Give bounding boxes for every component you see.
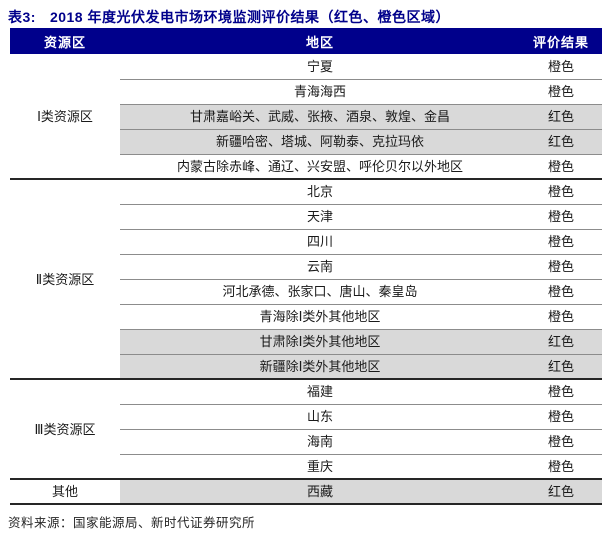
table-row: 新疆哈密、塔城、阿勒泰、克拉玛依 红色 [10,128,602,154]
result-cell: 红色 [520,328,602,354]
result-cell: 橙色 [520,228,602,254]
result-cell: 橙色 [520,303,602,329]
table-row: Ⅰ类资源区 宁夏 橙色 [10,54,602,179]
region-cell: 青海海西 [120,78,520,104]
data-source-note: 资料来源：国家能源局、新时代证券研究所 [8,516,256,530]
zone-cell: Ⅱ类资源区 [10,178,120,379]
table-row: 内蒙古除赤峰、通辽、兴安盟、呼伦贝尔以外地区 橙色 [10,153,602,179]
region-cell: 新疆哈密、塔城、阿勒泰、克拉玛依 [120,128,520,154]
table-number-label: 表3: [8,8,36,25]
result-cell: 红色 [520,353,602,379]
table-body: Ⅰ类资源区 宁夏 橙色 青海海西 橙色 甘肃嘉峪关、武威、张掖、酒泉、敦煌、金昌 红色 新疆哈… [10,54,602,504]
region-cell: 河北承德、张家口、唐山、秦皇岛 [120,278,520,304]
result-cell: 橙色 [547,58,574,74]
table-row: 云南 橙色 [10,253,602,279]
region-cell: 甘肃嘉峪关、武威、张掖、酒泉、敦煌、金昌 [120,103,520,129]
zone-cell: 其他 [10,478,120,504]
table-row: 海南 橙色 [10,428,602,454]
evaluation-results-table: 资源区 地区 评价结果 Ⅰ类资源区 宁夏 橙色 青海海西 橙色 甘肃嘉峪关、武威、张掖、酒… [10,28,602,505]
region-cell: 宁夏 [306,58,333,74]
zone-cell: Ⅰ类资源区 [10,54,120,179]
table-row: 天津 橙色 [10,203,602,229]
table-row: 甘肃嘉峪关、武威、张掖、酒泉、敦煌、金昌 红色 [10,103,602,129]
table-row: 青海海西 橙色 [10,78,602,104]
table-title-text: 2018 年度光伏发电市场环境监测评价结果（红色、橙色区域） [49,8,450,25]
result-cell: 红色 [520,103,602,129]
result-cell: 红色 [520,128,602,154]
result-cell: 橙色 [520,178,602,204]
region-cell: 福建 [120,378,520,404]
table-row: 四川 橙色 [10,228,602,254]
result-cell: 橙色 [520,453,602,479]
result-cell: 橙色 [520,78,602,104]
region-cell: 新疆除Ⅰ类外其他地区 [120,353,520,379]
table-row: Ⅲ类资源区 福建 橙色 [10,378,602,479]
region-cell: 云南 [120,253,520,279]
result-cell: 橙色 [520,203,602,229]
table-row: 青海除Ⅰ类外其他地区 橙色 [10,303,602,329]
region-cell: 甘肃除Ⅰ类外其他地区 [120,328,520,354]
region-cell: 山东 [120,403,520,429]
region-cell: 重庆 [120,453,520,479]
region-cell: 内蒙古除赤峰、通辽、兴安盟、呼伦贝尔以外地区 [120,153,520,179]
table-row: 重庆 橙色 [10,453,602,479]
header-evaluation-result: 评价结果 [520,28,602,54]
region-cell: 天津 [120,203,520,229]
result-cell: 橙色 [520,153,602,179]
region-cell: 青海除Ⅰ类外其他地区 [120,303,520,329]
result-cell: 橙色 [520,428,602,454]
result-cell: 红色 [520,478,602,504]
header-resource-zone: 资源区 [10,28,120,54]
table-row: 其他 西藏 红色 [10,478,602,504]
header-region: 地区 [120,28,520,54]
table-title: 表3: 2018 年度光伏发电市场环境监测评价结果（红色、橙色区域） [8,5,600,28]
table-header: 资源区 地区 评价结果 [10,28,602,54]
region-cell: 海南 [120,428,520,454]
table-row: 河北承德、张家口、唐山、秦皇岛 橙色 [10,278,602,304]
region-cell: 北京 [120,178,520,204]
table-row: 山东 橙色 [10,403,602,429]
result-cell: 橙色 [520,403,602,429]
region-cell: 四川 [120,228,520,254]
result-cell: 橙色 [520,278,602,304]
region-cell: 西藏 [120,478,520,504]
table-row: 甘肃除Ⅰ类外其他地区 红色 [10,328,602,354]
result-cell: 橙色 [520,378,602,404]
table-row: 新疆除Ⅰ类外其他地区 红色 [10,353,602,379]
table-row: Ⅱ类资源区 北京 橙色 [10,178,602,379]
result-cell: 橙色 [520,253,602,279]
zone-cell: Ⅲ类资源区 [10,378,120,479]
